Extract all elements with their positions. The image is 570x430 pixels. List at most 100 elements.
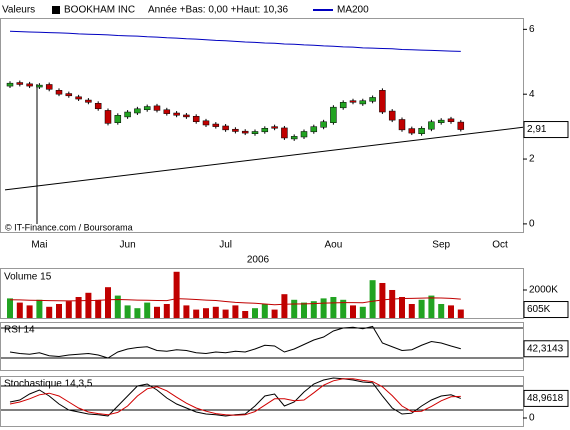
candle-body — [75, 96, 82, 100]
value-label: 42,3143 — [527, 343, 564, 354]
candle-body — [349, 100, 357, 103]
candle-body — [408, 128, 416, 134]
bar — [438, 303, 445, 318]
y-tick-label: 0 — [529, 413, 535, 424]
bar — [65, 301, 72, 318]
bar — [212, 306, 219, 318]
bar — [75, 296, 82, 318]
bar — [379, 282, 386, 318]
candle-body — [447, 118, 455, 123]
bar — [340, 299, 347, 318]
candle-body — [36, 84, 43, 88]
trend-line — [4, 126, 524, 191]
candle-body — [281, 127, 288, 139]
x-tick-label: Mai — [31, 240, 47, 251]
value-box — [523, 121, 569, 139]
bar — [261, 303, 268, 318]
x-tick-label: Aou — [325, 240, 343, 251]
candle-body — [320, 121, 327, 128]
candle-body — [16, 82, 24, 85]
x-tick-label: Oct — [492, 240, 508, 251]
candle-body — [143, 106, 151, 111]
candle-body — [202, 120, 210, 126]
x-tick-label: Jul — [219, 240, 232, 251]
candle-body — [104, 110, 112, 124]
value-box — [523, 389, 569, 407]
bar — [183, 305, 190, 318]
value-box — [523, 301, 569, 319]
bar — [163, 303, 170, 318]
series-line — [9, 325, 461, 359]
bar — [310, 301, 317, 318]
series-icon — [52, 6, 60, 14]
bar — [85, 292, 92, 318]
bar — [457, 309, 464, 318]
bar — [408, 303, 415, 318]
y-tick-label: 4 — [529, 89, 535, 100]
value-label: 2,91 — [527, 124, 547, 135]
candle-body — [359, 100, 367, 105]
candle-body — [222, 125, 229, 131]
bar — [399, 296, 405, 318]
candle-body — [437, 119, 445, 123]
bar — [105, 287, 111, 318]
candle-body — [330, 106, 337, 123]
candle-body — [183, 114, 190, 118]
bar — [144, 302, 151, 318]
bar — [36, 299, 43, 318]
bar — [124, 305, 131, 318]
candle-body — [290, 136, 298, 140]
candle-body — [261, 127, 269, 133]
candle-body — [65, 93, 73, 97]
value-label: 48,9618 — [527, 393, 564, 404]
y-tick-label: 6 — [529, 24, 535, 35]
candle-body — [241, 130, 249, 134]
bar — [359, 306, 366, 318]
candle-body — [310, 126, 318, 133]
bar — [56, 303, 62, 318]
bar — [26, 305, 33, 318]
x-tick-label: Jun — [120, 240, 136, 251]
y-tick-label: 2000K — [529, 285, 558, 296]
bar — [134, 308, 141, 318]
series-line — [9, 30, 461, 52]
series-line — [9, 378, 461, 416]
bar — [46, 306, 53, 318]
bar — [242, 310, 249, 318]
bar — [428, 295, 435, 318]
source: © IT-Finance.com / Boursorama — [5, 222, 133, 232]
bar — [301, 302, 307, 318]
candle-body — [388, 110, 396, 121]
candle-body — [418, 127, 425, 135]
bar — [389, 289, 396, 318]
legend-label: MA200 — [337, 5, 369, 16]
bar — [252, 308, 258, 318]
candle-body — [428, 121, 435, 130]
candle-body — [26, 83, 33, 87]
bar — [232, 305, 239, 318]
candle-body — [45, 84, 53, 90]
candle-body — [94, 103, 102, 110]
bar — [320, 298, 327, 318]
candle-body — [124, 111, 131, 118]
panel-title: Stochastique 14,3,5 — [4, 379, 93, 390]
bar — [173, 271, 180, 318]
bar — [418, 299, 425, 318]
value-box — [523, 340, 569, 358]
series-line — [9, 297, 461, 306]
x-tick-label: Sep — [432, 240, 450, 251]
candle-body — [55, 90, 63, 95]
candle-body — [173, 112, 180, 116]
candle-body — [153, 105, 161, 111]
bar — [222, 309, 229, 318]
candle-body — [300, 131, 308, 138]
y-tick-label: 2 — [529, 154, 535, 165]
candle-body — [212, 123, 220, 127]
candle-body — [192, 115, 200, 123]
candle-body — [114, 115, 122, 123]
bar — [203, 308, 209, 318]
candle-body — [251, 131, 259, 135]
volume-frame — [0, 268, 524, 319]
